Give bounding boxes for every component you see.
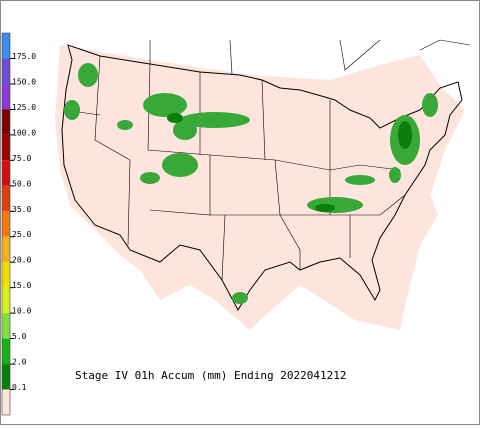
- legend-border: [1, 32, 11, 416]
- canada-lines: [149, 39, 471, 75]
- legend-label: 15.0: [12, 281, 31, 290]
- legend-label: 2.0: [12, 358, 27, 367]
- legend-swatch: [2, 211, 10, 237]
- legend-label: 0.1: [12, 383, 27, 392]
- legend-swatch: [2, 236, 10, 263]
- legend-label: 5.0: [12, 332, 27, 341]
- legend-swatch: [2, 262, 10, 288]
- legend-swatch: [2, 389, 10, 415]
- legend-label: 100.0: [12, 128, 36, 137]
- legend-label: 75.0: [12, 154, 31, 163]
- legend: 175.0 150.0 125.0 100.0 75.0 50.0 35.0 25.0 20.0…: [1, 32, 36, 416]
- legend-label: 150.0: [12, 77, 36, 86]
- legend-label: 25.0: [12, 230, 31, 239]
- state-lines: [63, 55, 406, 281]
- legend-label: 175.0: [12, 52, 36, 61]
- legend-label: 20.0: [12, 256, 31, 265]
- map-title: Stage IV 01h Accum (mm) Ending 202204121…: [75, 369, 347, 382]
- legend-swatch: [2, 109, 10, 135]
- legend-label: 10.0: [12, 307, 31, 316]
- legend-swatch: [2, 364, 10, 390]
- country-outline: [61, 44, 463, 312]
- legend-label: 35.0: [12, 205, 31, 214]
- legend-swatch: [2, 160, 10, 186]
- legend-swatch: [2, 185, 10, 212]
- legend-label: 125.0: [12, 103, 36, 112]
- legend-label: 50.0: [12, 179, 31, 188]
- legend-swatch: [2, 83, 10, 110]
- precip-heavy: [167, 113, 412, 212]
- legend-swatch: [2, 313, 10, 339]
- legend-swatch: [2, 58, 10, 84]
- legend-swatch: [2, 287, 10, 314]
- legend-swatch: [2, 134, 10, 161]
- legend-swatch: [2, 33, 10, 59]
- legend-swatch: [2, 338, 10, 365]
- precip-areas: [64, 63, 438, 304]
